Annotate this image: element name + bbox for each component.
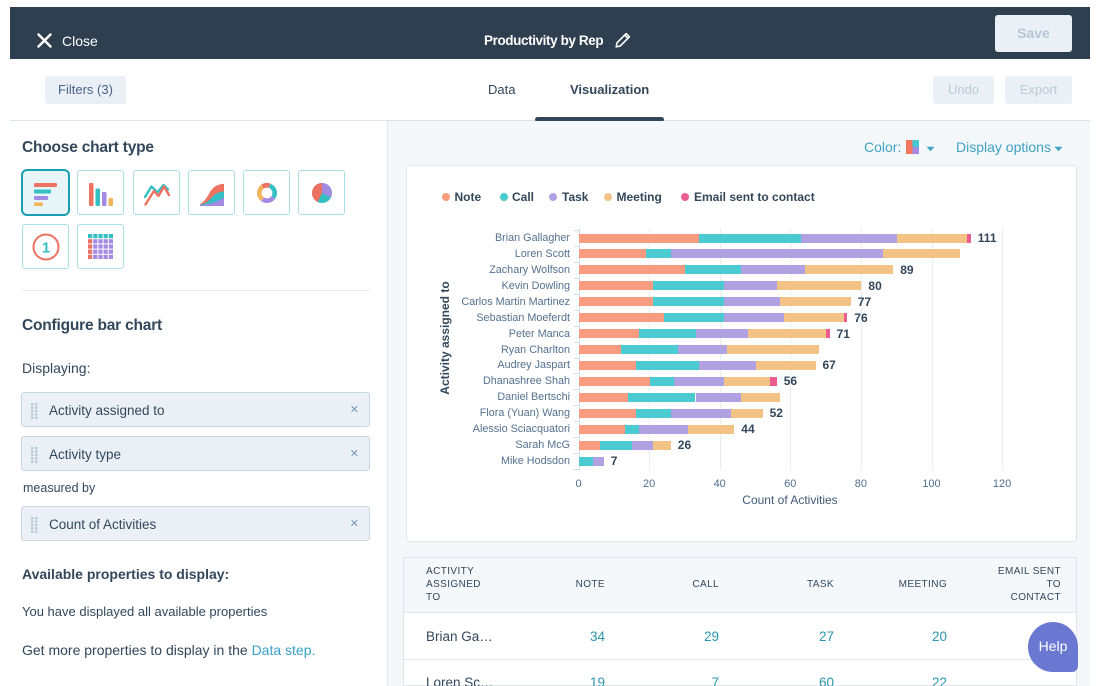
svg-text:1: 1 (41, 239, 49, 256)
